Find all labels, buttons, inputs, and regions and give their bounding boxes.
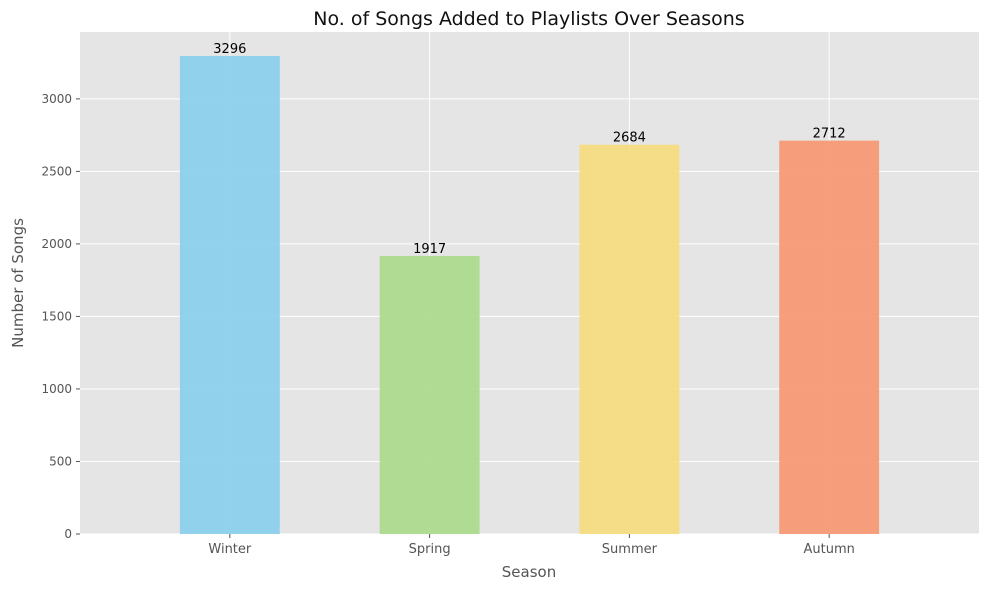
y-tick-label: 3000 [41, 92, 72, 106]
x-tick-label: Autumn [803, 542, 854, 557]
y-tick-label: 2500 [41, 164, 72, 178]
y-ticks: 0 500 1000 1500 2000 2500 3000 [41, 92, 80, 541]
x-ticks: Winter Spring Summer Autumn [208, 534, 855, 557]
y-tick-label: 0 [64, 527, 72, 541]
data-labels: 3296 1917 2684 2712 [213, 42, 845, 257]
data-label-summer: 2684 [613, 131, 646, 146]
bar-spring [379, 255, 480, 534]
bar-summer [579, 144, 680, 534]
x-tick-label: Summer [602, 542, 658, 557]
data-label-winter: 3296 [213, 42, 246, 57]
y-tick-label: 1500 [41, 309, 72, 323]
y-tick-label: 500 [49, 454, 72, 468]
x-axis-label: Season [502, 563, 556, 581]
y-axis-label: Number of Songs [9, 218, 27, 348]
chart-title: No. of Songs Added to Playlists Over Sea… [313, 8, 744, 30]
y-tick-label: 2000 [41, 237, 72, 251]
data-label-spring: 1917 [413, 242, 446, 257]
data-label-autumn: 2712 [813, 127, 846, 142]
x-tick-label: Spring [409, 542, 451, 557]
x-tick-label: Winter [208, 542, 252, 557]
bar-winter [179, 55, 280, 535]
y-tick-label: 1000 [41, 382, 72, 396]
bars [179, 55, 880, 535]
bar-autumn [779, 140, 880, 534]
